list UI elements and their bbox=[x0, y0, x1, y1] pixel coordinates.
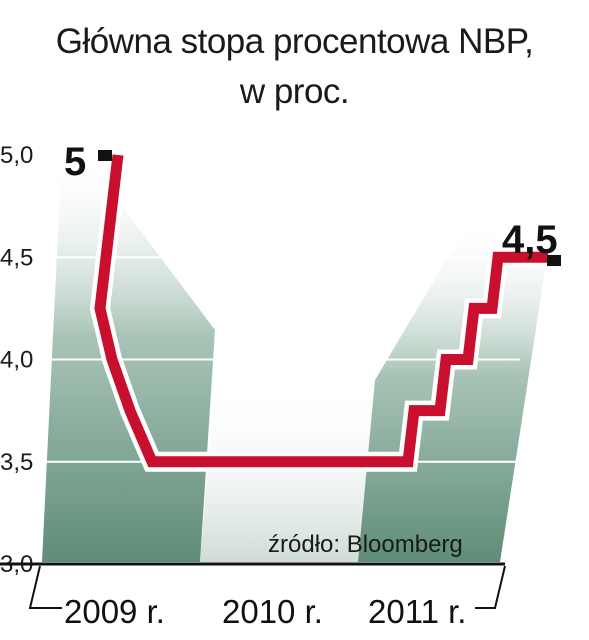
y-axis: 5,04,54,03,53,0 bbox=[0, 142, 33, 578]
series-line-path bbox=[94, 154, 548, 468]
end-marker bbox=[547, 255, 561, 266]
y-tick-label: 5,0 bbox=[0, 142, 33, 169]
start-value-label: 5 bbox=[64, 140, 86, 184]
year-label-2009: 2009 r. bbox=[64, 593, 165, 630]
source-note: źródło: Bloomberg bbox=[268, 531, 463, 558]
start-marker bbox=[98, 150, 112, 161]
panel-2009 bbox=[42, 150, 215, 562]
y-tick-label: 4,0 bbox=[0, 347, 33, 374]
end-value-label: 4,5 bbox=[502, 218, 558, 262]
year-label-2011: 2011 r. bbox=[368, 593, 466, 630]
chart-subtitle: w proc. bbox=[239, 72, 350, 111]
chart-title: Główna stopa procentowa NBP, bbox=[55, 22, 534, 61]
year-bracket bbox=[28, 565, 62, 609]
year-bracket-right bbox=[475, 565, 506, 609]
y-tick-label: 4,5 bbox=[0, 244, 33, 271]
year-label-2010: 2010 r. bbox=[222, 593, 323, 630]
series-line bbox=[89, 153, 548, 472]
y-tick-label: 3,5 bbox=[0, 449, 33, 476]
